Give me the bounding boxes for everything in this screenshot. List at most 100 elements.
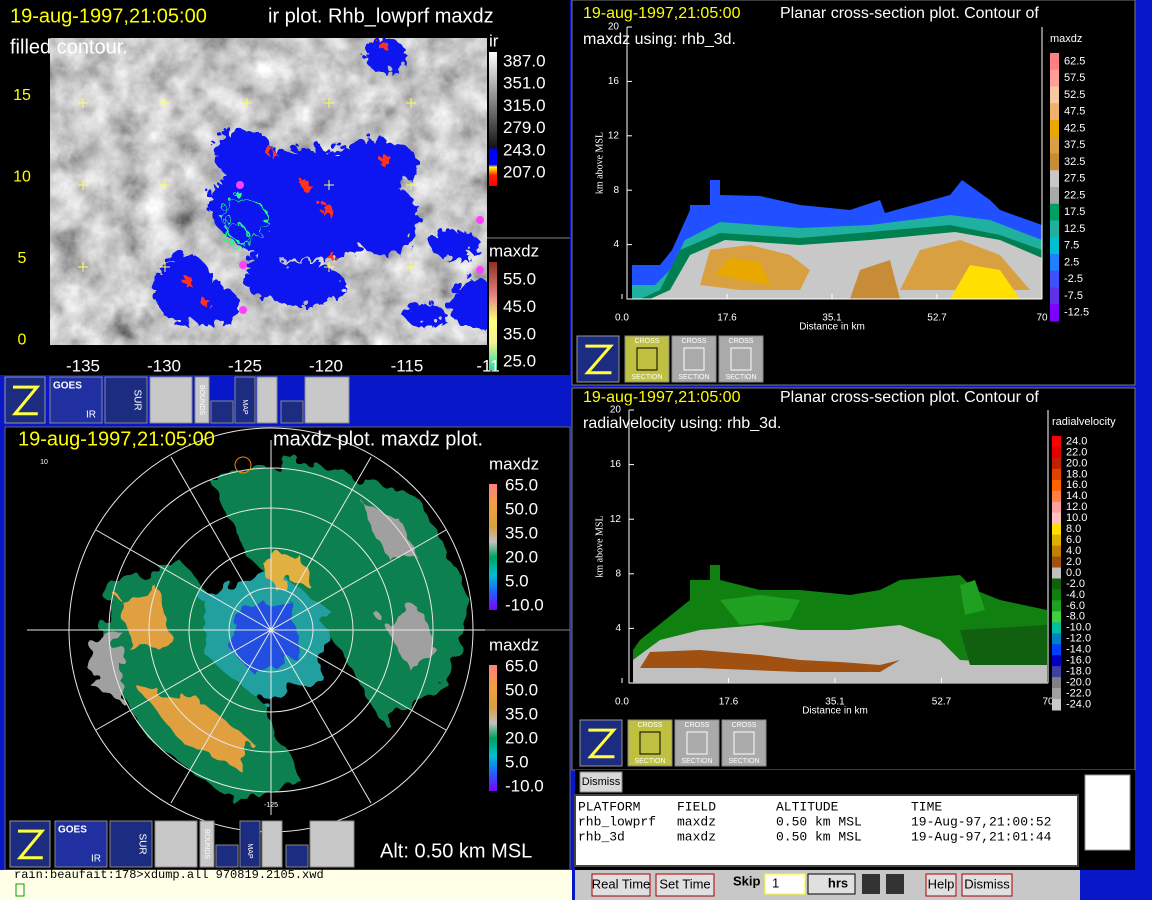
legend-swatch xyxy=(1052,457,1061,470)
legend-label: 12.5 xyxy=(1064,223,1085,235)
legend-label: 50.0 xyxy=(505,499,538,518)
button-label: SECTION xyxy=(725,374,756,381)
button-label: Dismiss xyxy=(964,876,1010,891)
legend-swatch xyxy=(1050,53,1059,71)
legend-label: 12.0 xyxy=(1066,501,1087,513)
cross-section-button[interactable] xyxy=(721,719,767,767)
y-tick-label: 20 xyxy=(610,405,622,416)
legend-label: 5.0 xyxy=(505,571,529,590)
button-label: CROSS xyxy=(685,722,710,729)
ship-button[interactable] xyxy=(304,376,350,424)
cross-section-button[interactable] xyxy=(674,719,720,767)
legend-swatch xyxy=(1050,270,1059,288)
legend-swatch xyxy=(1050,254,1059,272)
skip-back[interactable] xyxy=(862,874,880,894)
y-tick-label: 4 xyxy=(615,623,621,634)
legend-label: 55.0 xyxy=(503,269,536,288)
legend-label: 16.0 xyxy=(1066,479,1087,491)
z-logo xyxy=(11,385,41,416)
x-tick-label: 35.1 xyxy=(825,697,845,708)
legend-swatch xyxy=(1052,567,1061,579)
legend-swatch xyxy=(1050,220,1059,238)
legend-swatch xyxy=(1052,556,1061,569)
cross-section-button[interactable] xyxy=(718,335,764,383)
button-label: Real Time xyxy=(592,876,651,891)
maxdz-colorbar xyxy=(489,484,497,610)
cross-section-button[interactable] xyxy=(671,335,717,383)
cross-section-button[interactable] xyxy=(624,335,670,383)
cross-section-button[interactable] xyxy=(627,719,673,767)
bounds-button[interactable] xyxy=(194,376,210,424)
help-button[interactable] xyxy=(925,873,957,897)
legend-label: 25.0 xyxy=(503,352,536,371)
table-header: ALTITUDE xyxy=(776,799,839,814)
button-label: CROSS xyxy=(635,338,660,345)
legend-label: -16.0 xyxy=(1066,655,1091,667)
legend-swatch xyxy=(1050,187,1059,205)
wheel-button[interactable] xyxy=(261,820,283,868)
grid-button[interactable] xyxy=(210,400,234,424)
dismiss-button[interactable] xyxy=(961,873,1013,897)
skip-input[interactable] xyxy=(764,873,806,895)
legend-swatch xyxy=(1052,501,1061,514)
legend-label: 57.5 xyxy=(1064,72,1085,84)
ship-button[interactable] xyxy=(309,820,355,868)
legend-label: 8.0 xyxy=(1066,523,1081,535)
legend-title: maxdz xyxy=(1050,33,1082,45)
site-button[interactable] xyxy=(280,400,304,424)
bounds-button[interactable] xyxy=(199,820,215,868)
legend-label: 24.0 xyxy=(1066,435,1087,447)
button-label: SECTION xyxy=(678,374,709,381)
legend-label: 20.0 xyxy=(1066,457,1087,469)
ring-label: 10 xyxy=(40,459,48,466)
dismiss-button[interactable] xyxy=(579,771,623,793)
box-icon xyxy=(686,731,708,755)
x-tick-label: -125 xyxy=(228,356,262,375)
legend-swatch xyxy=(1052,545,1061,558)
site-button[interactable] xyxy=(285,844,309,868)
x-tick-label: 17.6 xyxy=(719,697,739,708)
z-logo xyxy=(587,728,617,759)
z-button[interactable] xyxy=(9,820,51,868)
maxdz-colorbar xyxy=(489,665,497,791)
unit-menu[interactable] xyxy=(807,873,856,895)
legend-swatch xyxy=(1052,468,1061,481)
sur-button[interactable] xyxy=(109,820,153,868)
real-time-button[interactable] xyxy=(591,873,651,897)
y-tick-label: 10 xyxy=(13,169,31,186)
title: Planar cross-section plot. Contour of xyxy=(780,5,1039,22)
legend-swatch xyxy=(1052,655,1061,667)
ir-image xyxy=(50,38,487,345)
set-time-button[interactable] xyxy=(655,873,715,897)
legend-swatch xyxy=(1052,644,1061,656)
legend-label: 32.5 xyxy=(1064,156,1085,168)
map-button[interactable] xyxy=(239,820,261,868)
table-cell: 0.50 km MSL xyxy=(776,829,862,844)
button-label: SECTION xyxy=(681,758,712,765)
skewt-button[interactable] xyxy=(154,820,198,868)
legend-label: 47.5 xyxy=(1064,106,1085,118)
legend-label: 17.5 xyxy=(1064,206,1085,218)
legend-swatch xyxy=(1052,699,1061,711)
grid-button[interactable] xyxy=(215,844,239,868)
legend-swatch xyxy=(1050,153,1059,171)
legend-label: 35.0 xyxy=(503,324,536,343)
legend-swatch xyxy=(1052,523,1061,536)
legend-label: 27.5 xyxy=(1064,173,1085,185)
legend-swatch xyxy=(1052,633,1061,645)
goes-button[interactable] xyxy=(54,820,108,868)
z-logo xyxy=(584,344,614,375)
y-tick-label: 5 xyxy=(18,250,27,267)
skewt-button[interactable] xyxy=(149,376,193,424)
y-tick-label: 16 xyxy=(608,76,620,87)
goes-button[interactable] xyxy=(49,376,103,424)
skip-forward[interactable] xyxy=(886,874,904,894)
legend-label: 351.0 xyxy=(503,74,546,93)
legend-label: 20.0 xyxy=(505,728,538,747)
x-tick-label: -130 xyxy=(147,356,181,375)
table-cell: 19-Aug-97,21:00:52 xyxy=(911,814,1051,829)
legend-label: 45.0 xyxy=(503,297,536,316)
wheel-button[interactable] xyxy=(256,376,278,424)
sur-button[interactable] xyxy=(104,376,148,424)
map-button[interactable] xyxy=(234,376,256,424)
